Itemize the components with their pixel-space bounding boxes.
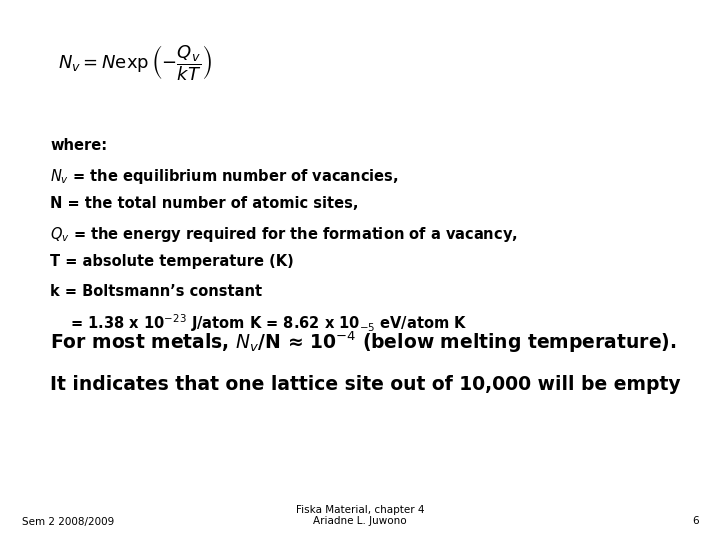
Text: = 1.38 x 10$^{-23}$ J/atom K = 8.62 x 10$_{-5}$ eV/atom K: = 1.38 x 10$^{-23}$ J/atom K = 8.62 x 10… xyxy=(50,313,468,334)
Text: $Q_v$ = the energy required for the formation of a vacancy,: $Q_v$ = the energy required for the form… xyxy=(50,225,518,244)
Text: where:: where: xyxy=(50,138,107,153)
Text: N = the total number of atomic sites,: N = the total number of atomic sites, xyxy=(50,196,359,211)
Text: $N_v = N\exp\left(-\dfrac{Q_v}{kT}\right)$: $N_v = N\exp\left(-\dfrac{Q_v}{kT}\right… xyxy=(58,43,212,83)
Text: Fiska Material, chapter 4
Ariadne L. Juwono: Fiska Material, chapter 4 Ariadne L. Juw… xyxy=(296,505,424,526)
Text: For most metals, $N_v$/N ≈ 10$^{-4}$ (below melting temperature).: For most metals, $N_v$/N ≈ 10$^{-4}$ (be… xyxy=(50,329,677,355)
Text: Sem 2 2008/2009: Sem 2 2008/2009 xyxy=(22,516,114,526)
Text: It indicates that one lattice site out of 10,000 will be empty: It indicates that one lattice site out o… xyxy=(50,375,681,394)
Text: $N_v$ = the equilibrium number of vacancies,: $N_v$ = the equilibrium number of vacanc… xyxy=(50,167,399,186)
Text: T = absolute temperature (K): T = absolute temperature (K) xyxy=(50,254,294,269)
Text: 6: 6 xyxy=(692,516,698,526)
Text: k = Boltsmann’s constant: k = Boltsmann’s constant xyxy=(50,284,263,299)
